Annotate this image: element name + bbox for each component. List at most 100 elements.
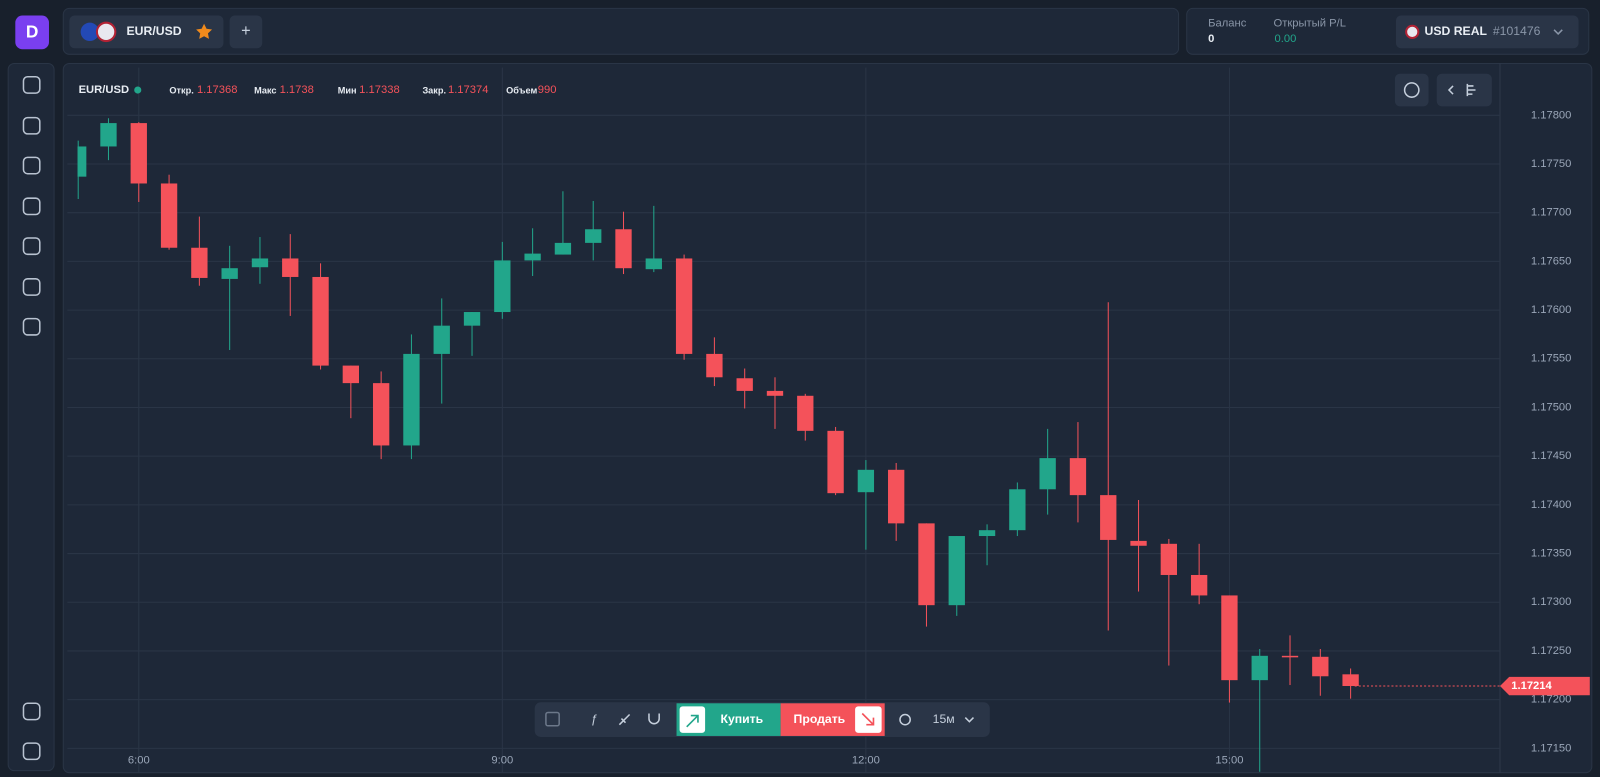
balance-value: 0 <box>1208 33 1214 45</box>
icon <box>1403 82 1420 98</box>
candle-body <box>100 123 117 147</box>
candle-body <box>494 260 511 313</box>
sidebar-icon[interactable] <box>22 116 41 135</box>
logo[interactable] <box>15 15 49 50</box>
chevron <box>1553 29 1563 35</box>
timeframe[interactable]: 15м <box>933 712 955 726</box>
candle-body <box>1009 489 1026 531</box>
y-tick-label: 1.17800 <box>1531 109 1572 121</box>
sidebar-icon[interactable] <box>22 702 41 721</box>
flag-us <box>95 21 117 43</box>
sidebar-icon[interactable] <box>22 278 41 296</box>
sidebar-icon[interactable] <box>22 317 41 336</box>
candle-body <box>1130 540 1147 546</box>
sidebar-icon[interactable] <box>22 197 41 216</box>
grid <box>67 67 1500 773</box>
ohlc-label: Откр. <box>169 85 193 95</box>
candle-body <box>342 365 360 384</box>
ohlc-value: 1.17374 <box>448 84 489 96</box>
candle-body <box>585 229 602 243</box>
axes: 1.17150 1.17200 1.17250 1.17300 1.17350 1.174… <box>128 109 1590 766</box>
logo-mark: D <box>26 21 39 41</box>
indicators-button[interactable]: ƒ <box>590 712 597 726</box>
ohlc-value: 1.17368 <box>197 84 238 96</box>
ohlc-value: 1.17338 <box>359 84 400 96</box>
candle-body <box>1160 543 1177 575</box>
ohlc-label: Макс <box>254 85 276 95</box>
add-tab-button[interactable] <box>229 15 263 49</box>
x-tick-label: 12:00 <box>852 754 880 766</box>
candle-body <box>1039 458 1056 490</box>
plot <box>77 118 1500 772</box>
candle-body <box>1221 595 1238 681</box>
ohlc-label: Объем <box>506 85 537 95</box>
pl-value: 0.00 <box>1274 33 1296 45</box>
y-tick-label: 1.17450 <box>1531 450 1572 462</box>
add-tab-label: + <box>241 22 251 40</box>
ohlc-label: Закр. <box>422 85 446 95</box>
buy-icon-box <box>679 706 706 733</box>
sidebar-icon[interactable] <box>22 237 41 256</box>
candle-body <box>282 258 299 277</box>
settings-button[interactable] <box>899 713 911 726</box>
x-tick-label: 15:00 <box>1215 754 1243 766</box>
balance-label: Баланс <box>1208 18 1247 30</box>
candle-body <box>433 325 450 354</box>
sidebar-icon[interactable] <box>22 76 41 94</box>
candle-body <box>403 353 420 446</box>
panel-toggle-button[interactable] <box>1436 73 1492 107</box>
candle-body <box>191 247 208 278</box>
sidebar-icon[interactable] <box>22 156 41 175</box>
magnet-button[interactable] <box>648 713 660 725</box>
current-price-tag <box>1500 676 1590 696</box>
candle-body <box>312 276 329 366</box>
y-tick-label: 1.17150 <box>1531 742 1572 754</box>
sidebar-icons <box>22 76 41 761</box>
pair-name: EUR/USD <box>127 24 182 38</box>
current-price-label: 1.17214 <box>1511 680 1552 692</box>
icon <box>1447 83 1476 97</box>
ohlc-value: 1.1738 <box>280 84 314 96</box>
candle-body <box>827 430 844 494</box>
candle-body <box>1190 574 1208 596</box>
candle-body <box>888 469 905 524</box>
candle-body <box>797 395 814 431</box>
candle-body <box>554 242 572 255</box>
tabs-bar <box>62 7 1180 55</box>
y-tick-label: 1.17400 <box>1531 499 1572 511</box>
candle-body <box>1312 656 1329 677</box>
candle-body <box>918 523 935 606</box>
account-type: USD REAL <box>1424 24 1487 38</box>
candle-body <box>948 536 965 606</box>
y-tick-label: 1.17700 <box>1531 207 1572 219</box>
candle-body <box>130 123 147 184</box>
chart-panel <box>62 62 1593 774</box>
ohlc-symbol: EUR/USD <box>79 84 130 96</box>
x-tick-label: 9:00 <box>491 754 513 766</box>
draw-button[interactable] <box>618 713 631 726</box>
candle-body <box>645 258 662 270</box>
favorite-star[interactable] <box>196 23 213 39</box>
buy-arrow <box>686 714 699 728</box>
y-tick-label: 1.17750 <box>1531 158 1572 170</box>
candle-body <box>1100 495 1117 540</box>
candle-body <box>615 229 632 269</box>
indicator-button[interactable] <box>1394 73 1429 107</box>
y-tick-label: 1.17300 <box>1531 596 1572 608</box>
y-tick-label: 1.17650 <box>1531 255 1572 267</box>
flag-us <box>1405 24 1420 40</box>
candle-body <box>675 258 693 354</box>
candle-body <box>463 312 481 326</box>
candle-body <box>160 183 178 248</box>
account-id: #101476 <box>1493 24 1541 38</box>
candle-body <box>251 258 269 268</box>
candle-body <box>1069 458 1087 496</box>
layout-button[interactable] <box>545 711 560 727</box>
sidebar-icon[interactable] <box>22 742 41 761</box>
flag-eu <box>80 22 99 42</box>
candle-body <box>1281 655 1299 658</box>
account-selector[interactable] <box>1395 15 1579 49</box>
candle-body <box>857 469 875 493</box>
y-tick-label: 1.17250 <box>1531 645 1572 657</box>
